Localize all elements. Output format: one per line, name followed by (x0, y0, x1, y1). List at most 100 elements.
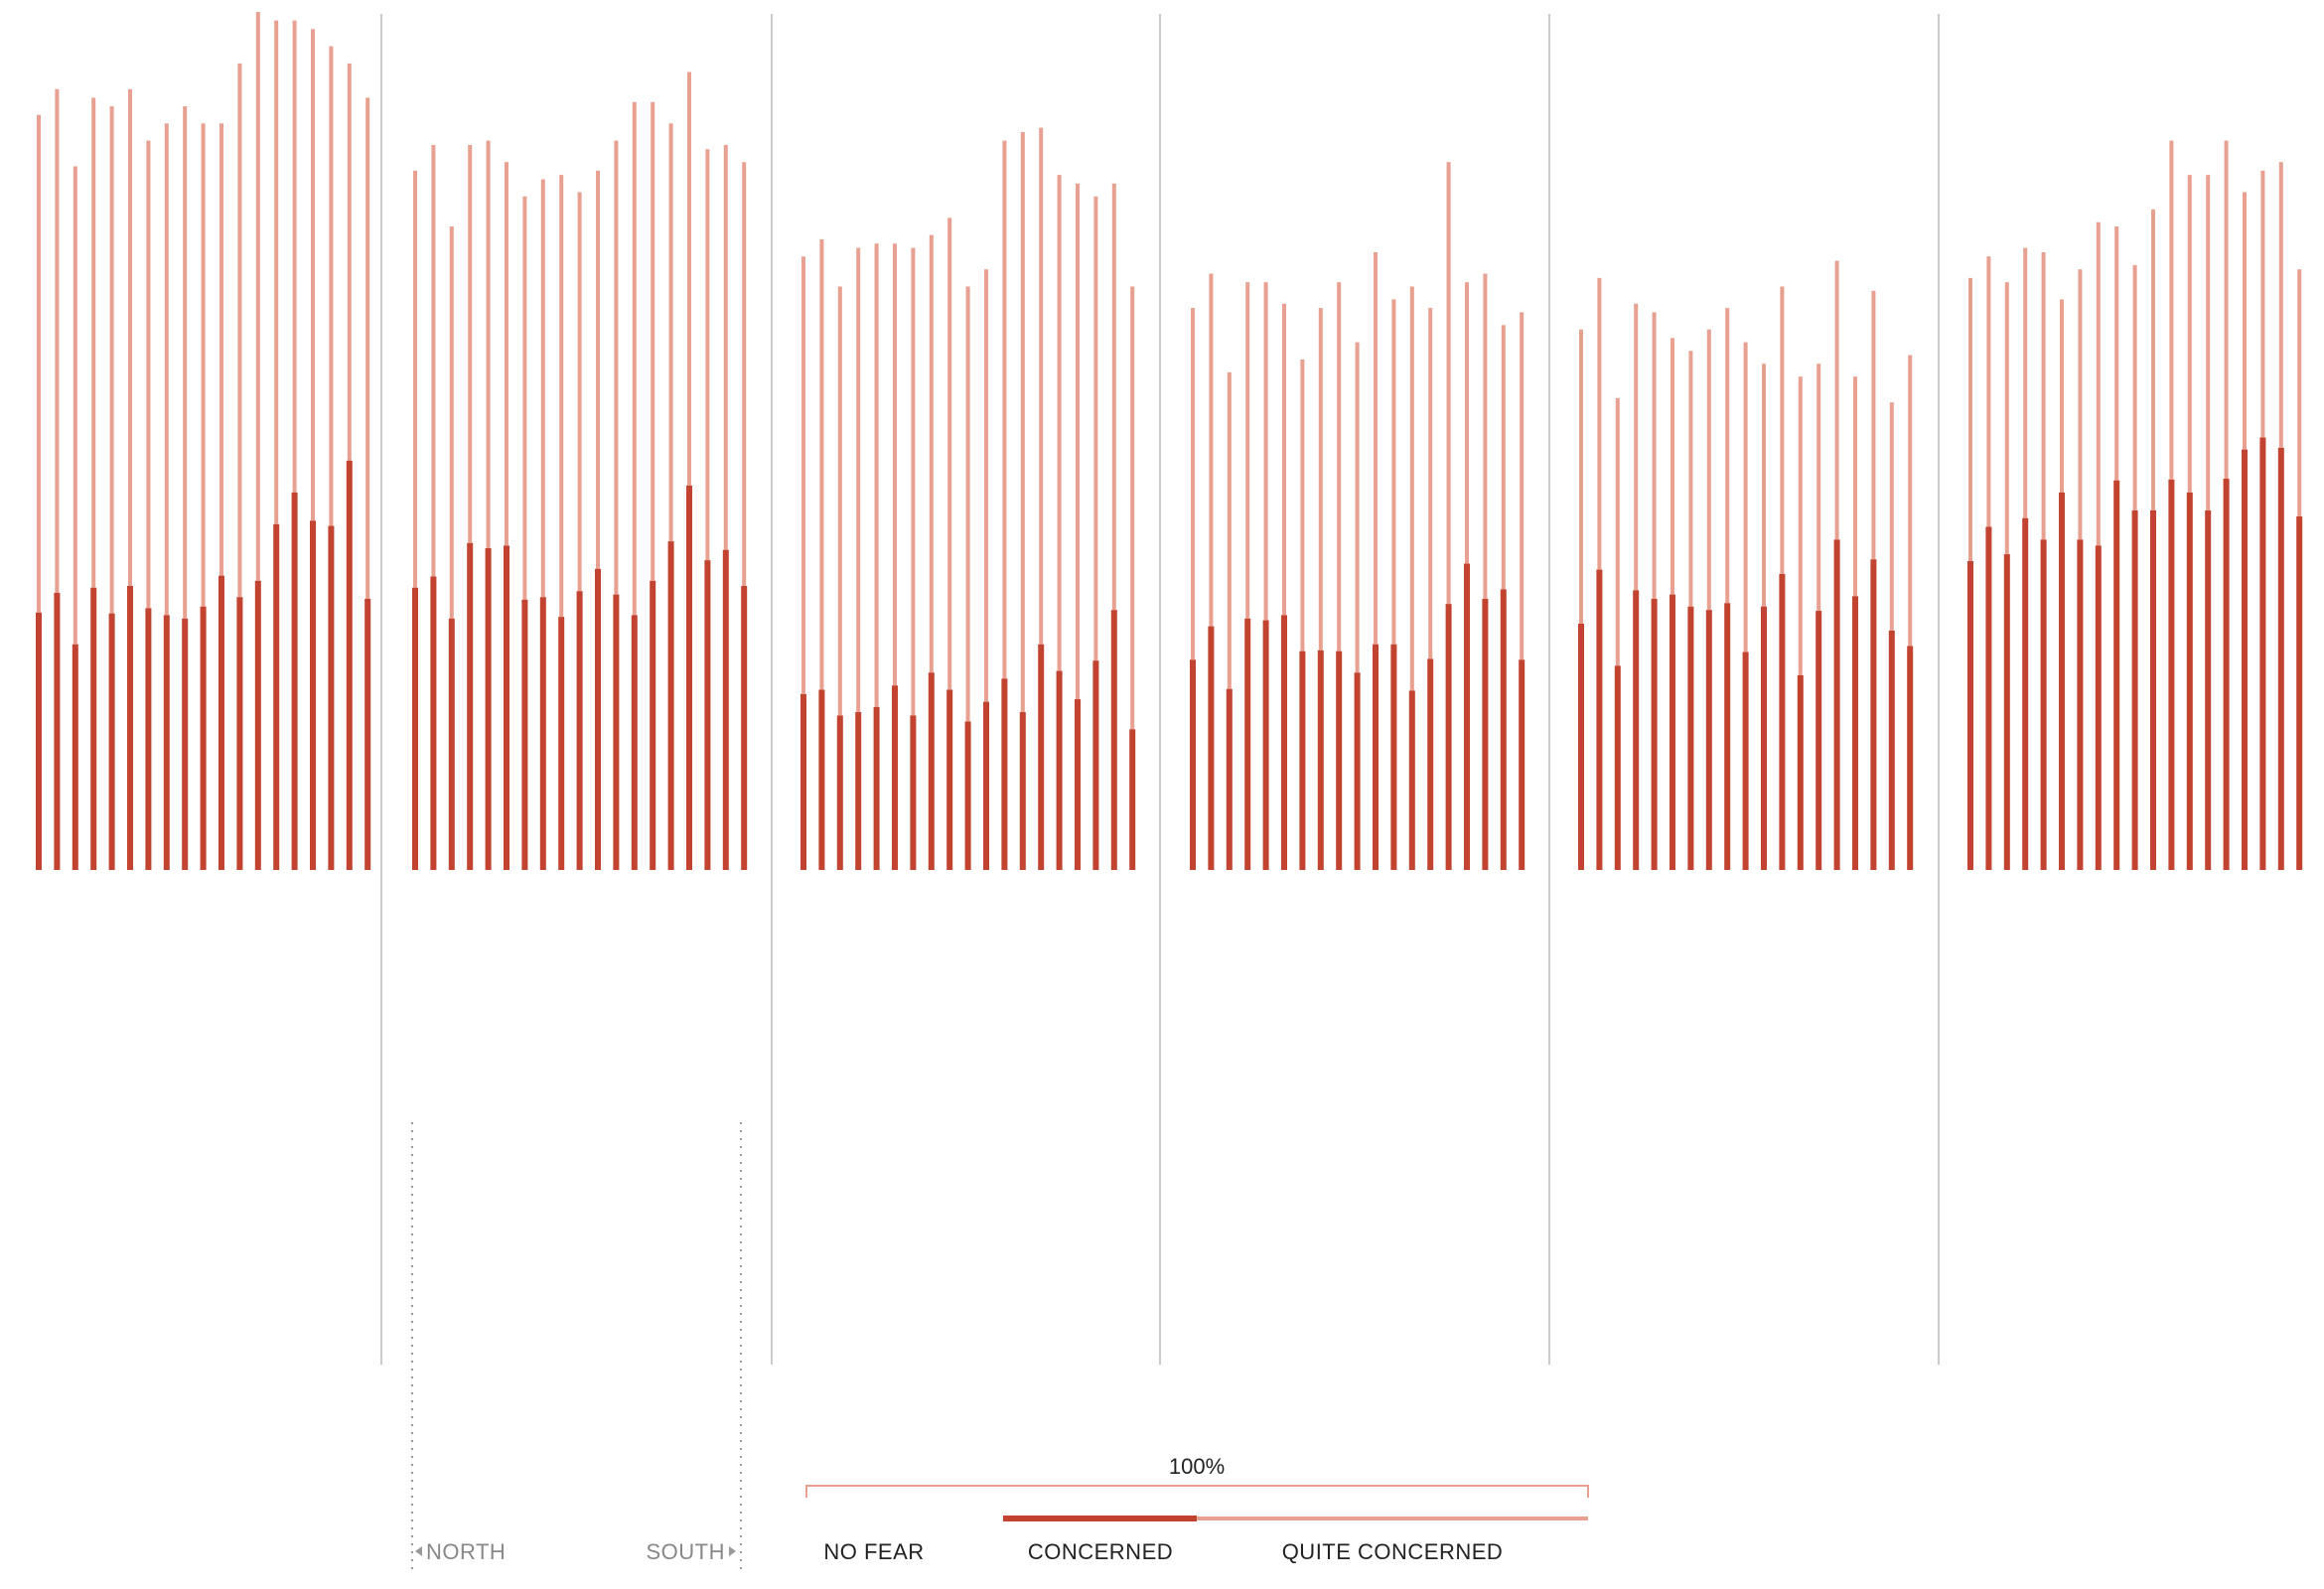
bar-concerned (741, 586, 748, 870)
bar-concerned (72, 644, 78, 870)
bar-quite-concerned (1501, 325, 1506, 590)
bar-quite-concerned (1706, 329, 1711, 611)
bar-quite-concerned (1615, 397, 1620, 666)
bar-concerned (1687, 606, 1694, 870)
bar-concerned (983, 701, 989, 870)
panel-3 (800, 127, 1136, 870)
bar-concerned (1742, 651, 1749, 870)
bar-quite-concerned (2206, 175, 2211, 510)
bar-concerned (595, 568, 601, 870)
bar-concerned (1262, 620, 1269, 870)
bar-concerned (2095, 545, 2102, 870)
bar-quite-concerned (311, 29, 315, 521)
bar-quite-concerned (255, 12, 260, 581)
bar-concerned (631, 615, 638, 870)
bar-concerned (2242, 449, 2248, 870)
bar-concerned (1985, 526, 1992, 870)
bar-quite-concerned (1520, 312, 1525, 660)
bar-quite-concerned (2114, 226, 2119, 481)
bar-groups (36, 12, 2303, 870)
bar-quite-concerned (522, 196, 527, 600)
bar-quite-concerned (874, 243, 879, 707)
bar-concerned (1724, 603, 1731, 870)
bar-concerned (1779, 573, 1786, 870)
bar-quite-concerned (2004, 282, 2009, 555)
panel-6 (1967, 140, 2303, 870)
bar-quite-concerned (468, 144, 473, 543)
bar-concerned (1797, 674, 1804, 870)
bar-concerned (108, 613, 115, 870)
bar-concerned (1373, 644, 1379, 870)
panel-dividers (380, 14, 1940, 1365)
north-label: NORTH (426, 1539, 506, 1564)
bar-quite-concerned (1263, 282, 1268, 621)
bar-quite-concerned (651, 101, 655, 581)
bar-quite-concerned (911, 247, 916, 716)
bar-quite-concerned (1780, 286, 1785, 574)
panel-2 (412, 72, 748, 870)
bar-concerned (1244, 618, 1251, 870)
bar-concerned (836, 715, 843, 870)
bar-concerned (613, 594, 620, 870)
bar-quite-concerned (1039, 127, 1044, 645)
bar-quite-concerned (1057, 175, 1062, 671)
bar-concerned (1208, 626, 1215, 870)
bar-concerned (704, 560, 711, 870)
bar-quite-concerned (413, 170, 417, 588)
bar-quite-concerned (219, 123, 223, 576)
bar-concerned (1670, 594, 1675, 870)
bar-quite-concerned (237, 63, 242, 598)
bar-quite-concerned (1743, 342, 1748, 652)
bar-quite-concerned (1318, 308, 1323, 650)
bar-concerned (467, 542, 474, 870)
bar-concerned (1852, 596, 1858, 870)
bar-quite-concerned (1634, 303, 1639, 591)
bar-concerned (928, 672, 935, 870)
legend: 100% NO FEAR CONCERNED QUITE CONCERNED (805, 1454, 1589, 1564)
bar-quite-concerned (2297, 269, 2302, 517)
bar-quite-concerned (2132, 264, 2137, 510)
bar-concerned (1816, 611, 1822, 870)
bar-quite-concerned (1483, 273, 1488, 599)
bar-quite-concerned (1670, 338, 1674, 595)
bar-concerned (1578, 624, 1584, 870)
bar-quite-concerned (1337, 282, 1342, 651)
bar-concerned (2277, 447, 2284, 870)
bar-concerned (2296, 516, 2303, 870)
bar-concerned (521, 599, 528, 870)
bar-concerned (504, 545, 509, 870)
bar-concerned (2059, 492, 2065, 870)
bar-concerned (686, 485, 692, 870)
legend-no-fear-label: NO FEAR (823, 1539, 924, 1564)
bar-concerned (1888, 630, 1895, 870)
bar-concerned (855, 712, 862, 870)
bar-quite-concerned (1076, 183, 1080, 700)
south-label: SOUTH (647, 1539, 726, 1564)
bar-quite-concerned (2078, 269, 2083, 540)
bar-quite-concerned (1374, 251, 1378, 645)
bar-quite-concerned (1816, 363, 1821, 612)
bar-concerned (1190, 659, 1196, 870)
bar-concerned (2077, 539, 2084, 870)
bar-quite-concerned (1853, 376, 1857, 597)
bar-concerned (892, 685, 898, 870)
bar-quite-concerned (2243, 192, 2247, 450)
bar-concerned (430, 576, 437, 870)
bar-quite-concerned (801, 256, 805, 694)
bar-concerned (2003, 554, 2010, 870)
bar-quite-concerned (1191, 308, 1195, 660)
bar-quite-concerned (965, 286, 970, 722)
bar-quite-concerned (837, 286, 842, 716)
bar-concerned (1464, 563, 1470, 870)
bar-quite-concerned (614, 140, 619, 595)
bar-quite-concerned (1355, 342, 1360, 673)
bar-concerned (2150, 509, 2156, 870)
bar-quite-concerned (856, 247, 861, 713)
bar-concerned (1129, 729, 1136, 870)
bar-concerned (1056, 670, 1063, 870)
bar-concerned (1967, 560, 1973, 870)
bar-quite-concerned (1579, 329, 1583, 625)
bar-concerned (946, 689, 953, 870)
bar-quite-concerned (1093, 196, 1098, 661)
